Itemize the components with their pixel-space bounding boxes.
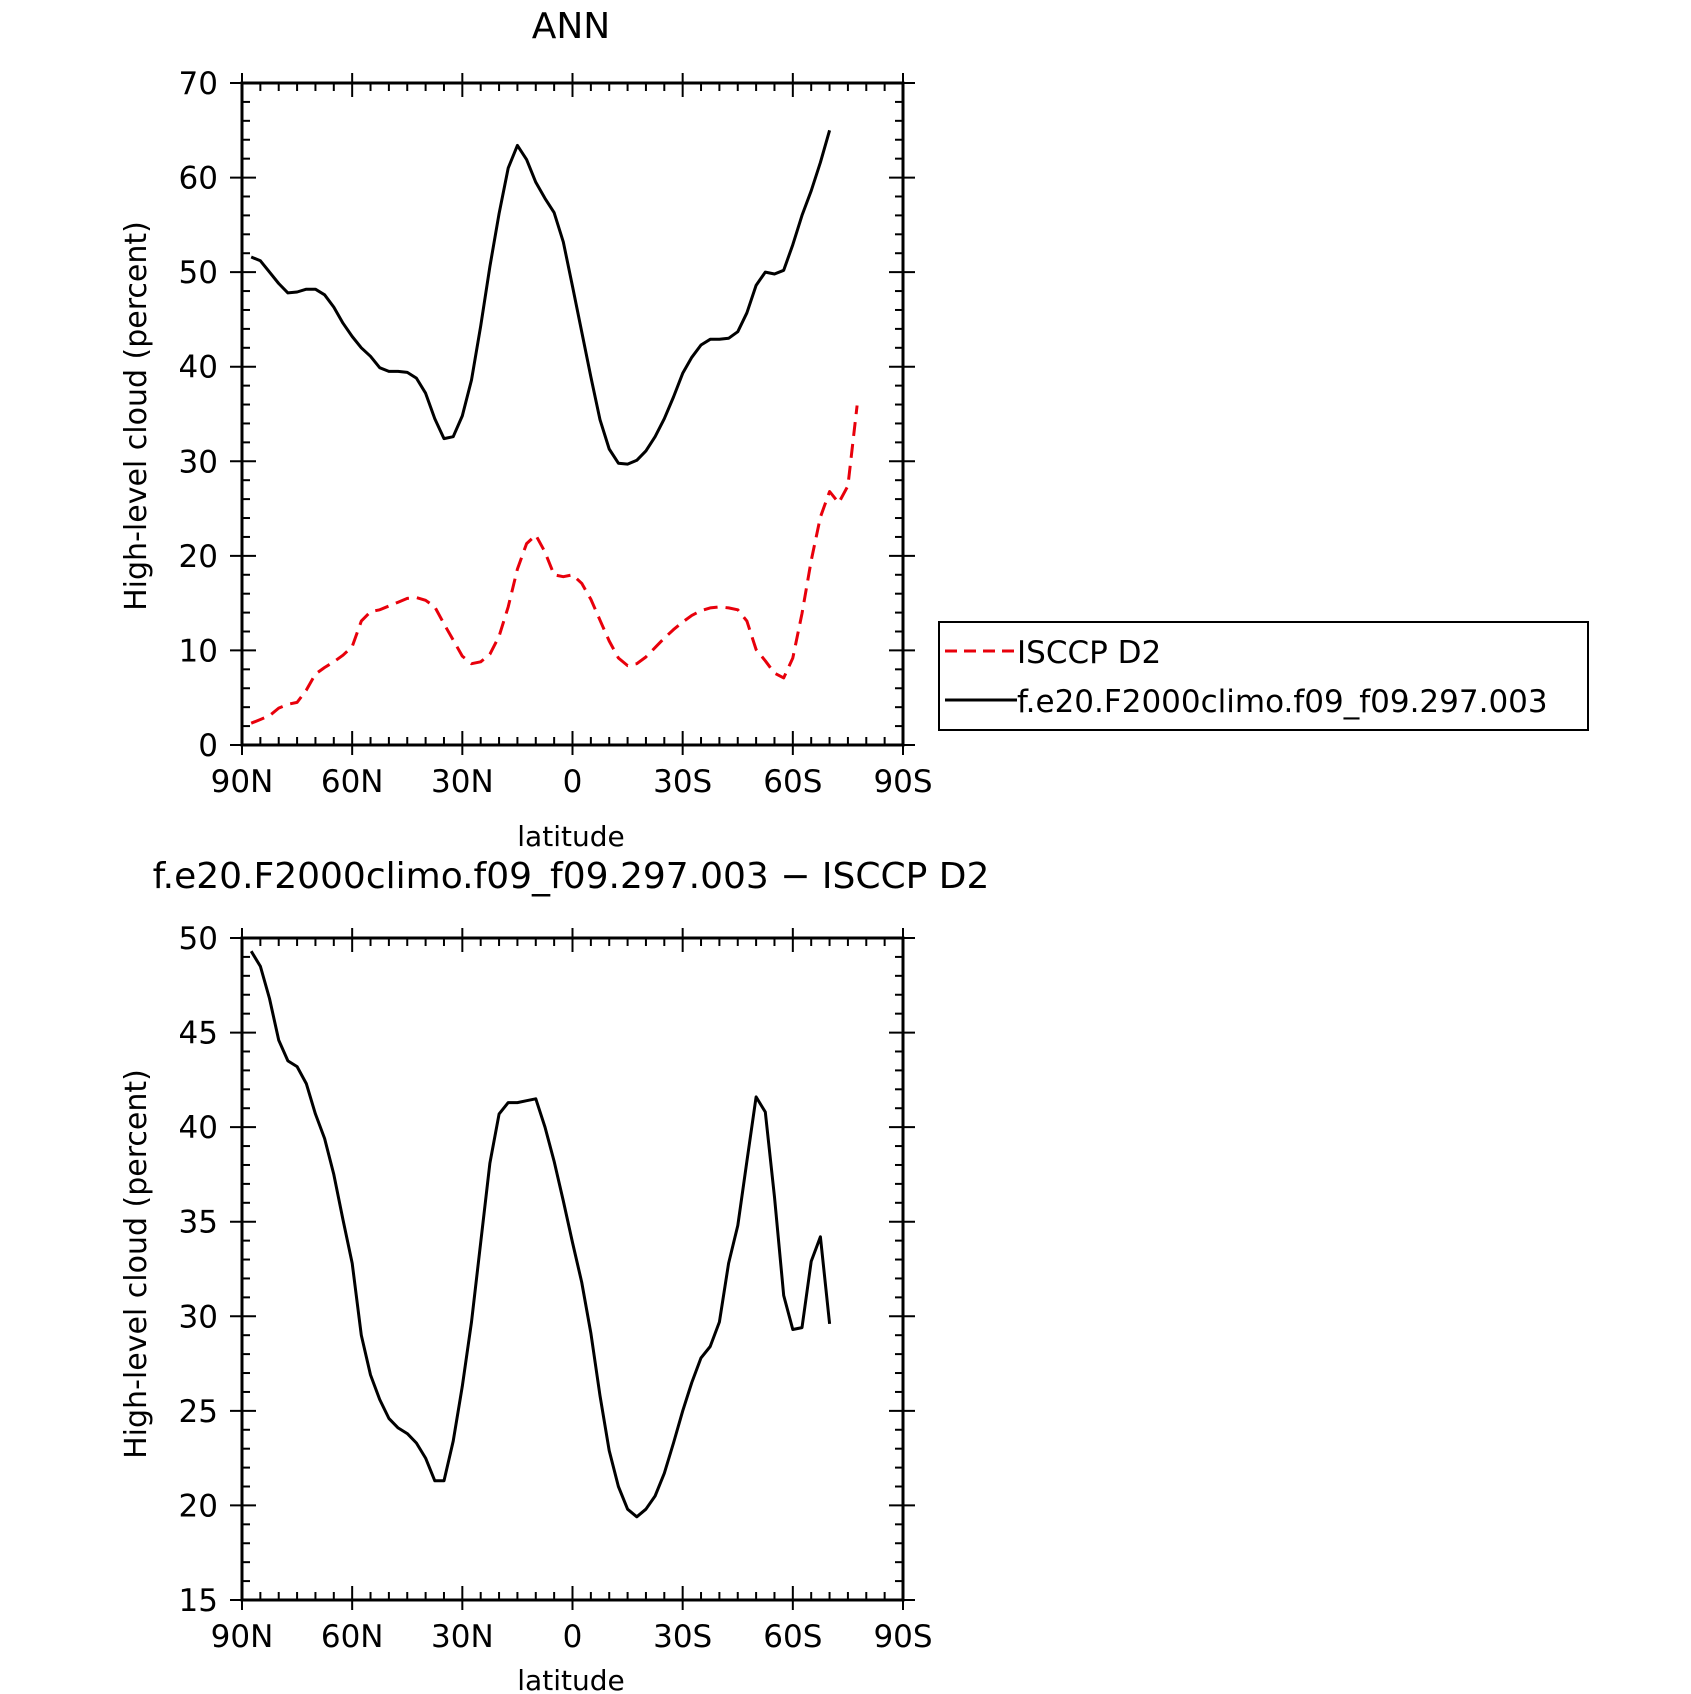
x-tick-label: 0 — [563, 764, 583, 800]
y-tick-label: 70 — [179, 66, 218, 102]
y-tick-label: 40 — [179, 350, 218, 386]
legend-label-isccp: ISCCP D2 — [1017, 635, 1161, 671]
y-tick-label: 20 — [179, 1488, 218, 1524]
y-tick-label: 45 — [179, 1016, 218, 1052]
y-tick-label: 50 — [179, 255, 218, 291]
y-tick-label: 30 — [179, 1299, 218, 1335]
x-tick-label: 60N — [321, 764, 384, 800]
top-panel-xlabel: latitude — [517, 820, 624, 853]
bottom-panel-axes: 90N 60N 30N 0 30S 60S 90S 15 20 25 30 35 40 45 50 — [179, 921, 933, 1655]
top-panel-ylabel: High-level cloud (percent) — [119, 221, 154, 611]
top-panel-title: ANN — [532, 6, 611, 47]
plot-frame — [240, 936, 905, 1602]
plot-frame — [240, 81, 905, 747]
x-tick-label: 0 — [563, 1619, 583, 1655]
series-line-0 — [249, 950, 832, 1519]
y-tick-label: 50 — [179, 921, 218, 957]
bottom-panel-xlabel: latitude — [517, 1664, 624, 1694]
x-tick-label: 60N — [321, 1619, 384, 1655]
x-tick-label: 30S — [653, 1619, 712, 1655]
x-tick-label: 90N — [211, 1619, 274, 1655]
bottom-panel-title: f.e20.F2000climo.f09_f09.297.003 − ISCCP… — [153, 856, 990, 897]
x-tick-label: 90N — [211, 764, 274, 800]
legend-box — [938, 621, 1589, 731]
y-tick-label: 15 — [179, 1583, 218, 1619]
top-panel-series — [250, 129, 859, 725]
y-tick-label: 25 — [179, 1394, 218, 1430]
bottom-panel-series — [249, 950, 832, 1519]
bottom-panel-ylabel: High-level cloud (percent) — [119, 1069, 154, 1459]
x-tick-label: 60S — [763, 1619, 822, 1655]
x-tick-label: 30N — [431, 1619, 494, 1655]
y-tick-label: 35 — [179, 1205, 218, 1241]
x-tick-label: 60S — [763, 764, 822, 800]
series-line-1 — [250, 129, 832, 466]
y-tick-label: 0 — [198, 728, 218, 764]
y-tick-label: 40 — [179, 1110, 218, 1146]
series-line-0 — [250, 405, 859, 725]
x-tick-label: 90S — [873, 1619, 932, 1655]
top-panel-axes: 90N 60N 30N 0 30S 60S 90S 0 10 20 30 40 50 60 70 — [179, 66, 933, 800]
legend-label-model: f.e20.F2000climo.f09_f09.297.003 — [1017, 684, 1548, 720]
top-panel: ANN 90N 60N 30N 0 30S 60S 90S 0 10 20 30 40 50 60 70 l… — [119, 6, 1589, 853]
legend: ISCCP D2 f.e20.F2000climo.f09_f09.297.00… — [938, 621, 1589, 731]
y-tick-label: 10 — [179, 633, 218, 669]
y-tick-label: 60 — [179, 161, 218, 197]
x-tick-label: 90S — [873, 764, 932, 800]
x-tick-label: 30S — [653, 764, 712, 800]
y-tick-label: 20 — [179, 539, 218, 575]
x-tick-label: 30N — [431, 764, 494, 800]
y-tick-label: 30 — [179, 444, 218, 480]
bottom-panel: f.e20.F2000climo.f09_f09.297.003 − ISCCP… — [119, 856, 989, 1694]
